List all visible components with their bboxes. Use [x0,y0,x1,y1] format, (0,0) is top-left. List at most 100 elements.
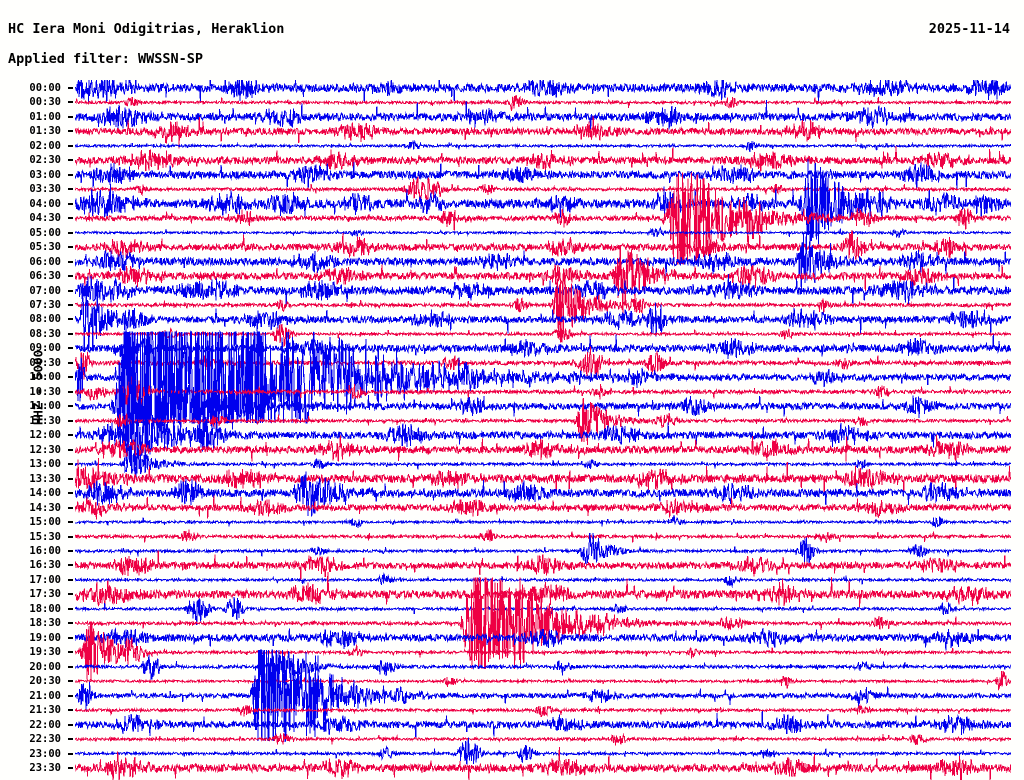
time-axis-tick [68,159,73,162]
time-label: 20:00 [29,660,61,673]
time-axis-tick [68,738,73,741]
time-axis-tick [68,347,73,350]
time-axis-tick [68,304,73,307]
time-label: 18:30 [29,617,61,630]
time-label: 03:00 [29,168,61,181]
trace-line [75,273,1011,306]
time-label: 15:00 [29,516,61,529]
time-label: 09:30 [29,356,61,369]
trace-line [75,572,1011,611]
time-axis-tick [68,217,73,220]
time-axis-tick [68,680,73,683]
time-label: 12:00 [29,429,61,442]
time-label: 23:00 [29,747,61,760]
time-axis-tick [68,202,73,205]
time-axis-tick [68,188,73,191]
trace-line [75,532,1011,565]
trace-line [75,229,1011,260]
trace-line [75,550,1011,580]
time-axis-tick [68,752,73,755]
time-axis-tick [68,246,73,249]
trace-line [75,529,1011,543]
time-label: 16:00 [29,544,61,557]
trace-line [75,443,1011,478]
trace-line [75,651,1011,688]
time-axis-tick [68,419,73,422]
time-label: 20:30 [29,675,61,688]
time-axis: 00:00 00:30 01:00 01:30 02:00 02:30 03:00 03:30… [0,80,75,780]
time-axis-tick [68,651,73,654]
time-axis-tick [68,492,73,495]
time-axis-tick [68,578,73,581]
time-axis-tick [68,463,73,466]
time-label: 21:00 [29,689,61,702]
time-axis-tick [68,694,73,697]
trace-line [75,95,1011,112]
time-label: 11:00 [29,400,61,413]
time-label: 07:00 [29,284,61,297]
time-axis-tick [68,361,73,364]
time-axis-tick [68,535,73,538]
time-axis-tick [68,665,73,668]
trace-line [75,670,1011,691]
trace-line [75,244,1011,315]
time-label: 01:30 [29,125,61,138]
trace-line [75,627,1011,651]
time-axis-tick [68,607,73,610]
time-axis-tick [68,477,73,480]
time-label: 02:30 [29,154,61,167]
time-axis-tick [68,332,73,335]
time-axis-tick [68,101,73,104]
station-title: HC Iera Moni Odigitrias, Heraklion [8,21,285,37]
trace-line [75,140,1011,153]
time-axis-tick [68,318,73,321]
time-axis-tick [68,521,73,524]
time-label: 01:00 [29,110,61,123]
time-label: 04:00 [29,197,61,210]
trace-line [75,172,1011,265]
time-label: 15:30 [29,530,61,543]
trace-line [75,732,1011,746]
time-axis-tick [68,622,73,625]
time-label: 14:30 [29,501,61,514]
trace-line [75,495,1011,520]
trace-line [75,146,1011,172]
trace-line [75,324,1011,348]
time-axis-tick [68,564,73,567]
applied-filter-label: Applied filter: WWSSN-SP [8,51,204,67]
trace-line [75,287,1011,352]
trace-line [75,649,1011,743]
time-label: 09:00 [29,342,61,355]
time-axis-tick [68,767,73,769]
time-axis-tick [68,260,73,263]
time-axis-tick [68,173,73,176]
trace-line [75,80,1011,104]
time-label: 06:30 [29,270,61,283]
time-axis-tick [68,376,73,379]
trace-line [75,746,1011,780]
time-axis-tick [68,390,73,393]
trace-line [75,100,1011,132]
time-axis-tick [68,636,73,639]
trace-line [75,269,1011,342]
time-label: 22:00 [29,718,61,731]
time-label: 00:30 [29,96,61,109]
time-label: 10:00 [29,371,61,384]
time-label: 17:00 [29,573,61,586]
time-label: 00:00 [29,82,61,94]
trace-line [75,162,1011,191]
time-label: 02:00 [29,139,61,152]
time-label: 03:30 [29,183,61,196]
time-axis-tick [68,593,73,596]
trace-line [75,158,1011,247]
time-label: 18:00 [29,602,61,615]
trace-line [75,361,1011,452]
trace-line [75,471,1011,517]
time-axis-tick [68,506,73,509]
time-axis-tick [68,289,73,292]
trace-line [75,737,1011,765]
time-axis-tick [68,275,73,278]
time-axis-tick [68,723,73,726]
trace-line [75,577,1011,669]
